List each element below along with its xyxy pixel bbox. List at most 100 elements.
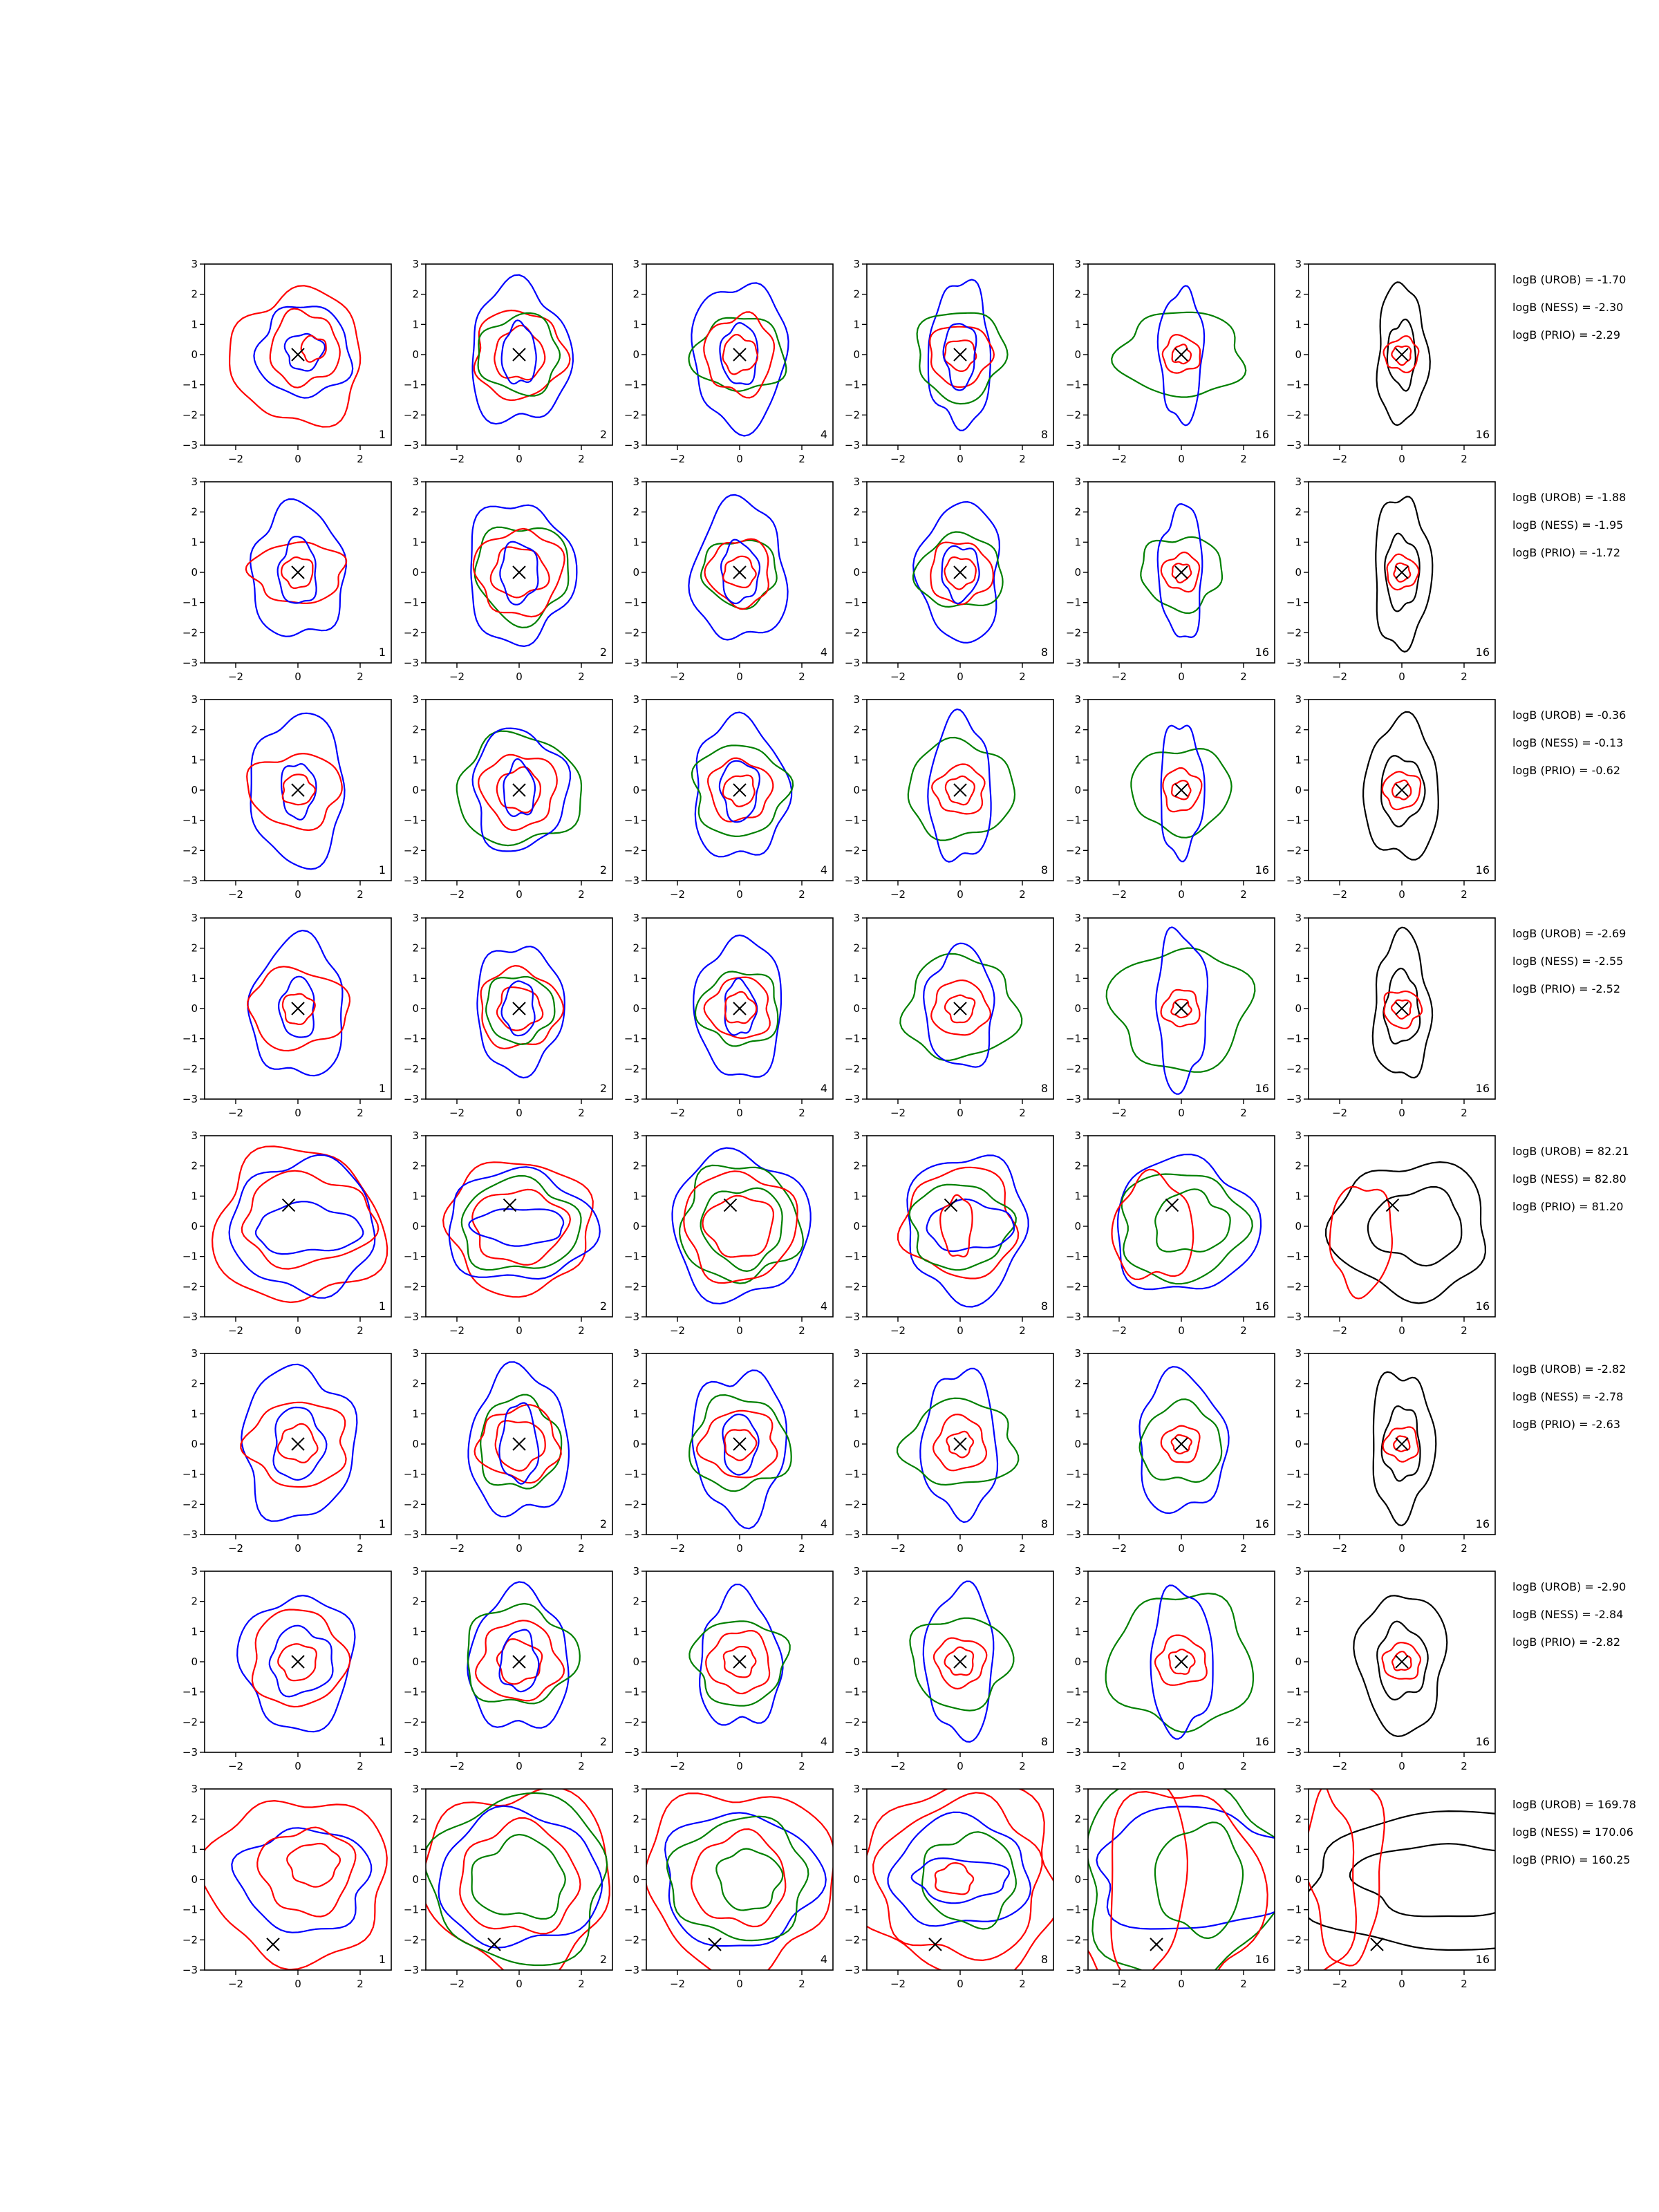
y-tick-label: 2 bbox=[632, 1595, 639, 1608]
y-tick-label: −2 bbox=[1286, 409, 1302, 421]
x-tick-label: −2 bbox=[670, 888, 685, 901]
y-tick-label: −1 bbox=[1066, 1904, 1081, 1916]
y-tick-label: −1 bbox=[624, 814, 639, 827]
contour-group bbox=[1088, 1789, 1275, 1970]
y-tick-label: 0 bbox=[412, 566, 419, 579]
y-tick-label: 0 bbox=[191, 1002, 198, 1015]
x-tick-label: −2 bbox=[1112, 1978, 1127, 1990]
contour-blue bbox=[1155, 926, 1209, 1095]
logb-stat: logB (UROB) = -1.88 bbox=[1512, 491, 1626, 504]
true-value-marker bbox=[1174, 1002, 1188, 1015]
y-tick-label: 2 bbox=[1074, 1160, 1081, 1172]
y-tick-label: 0 bbox=[1295, 784, 1302, 796]
y-tick-label: −3 bbox=[1066, 439, 1081, 451]
contour-green bbox=[1111, 311, 1247, 398]
y-tick-label: −3 bbox=[1286, 657, 1302, 669]
x-tick-label: 0 bbox=[1178, 1107, 1185, 1119]
logb-stat: logB (UROB) = -2.82 bbox=[1512, 1362, 1626, 1376]
panel-r2-c2: 3 2 1 0 −1 −2 −3 −2 0 2 2 bbox=[404, 476, 613, 683]
y-tick-label: 2 bbox=[632, 724, 639, 736]
y-tick-label: 1 bbox=[191, 318, 198, 330]
x-tick-label: 2 bbox=[578, 1324, 585, 1337]
true-value-marker bbox=[1395, 348, 1409, 362]
contour-red bbox=[277, 1643, 317, 1682]
y-tick-label: 2 bbox=[191, 506, 198, 518]
contour-group bbox=[1111, 285, 1247, 427]
y-tick-label: −3 bbox=[404, 1528, 419, 1541]
contour-red bbox=[932, 1637, 988, 1690]
panel-r1-c3: 3 2 1 0 −1 −2 −3 −2 0 2 4 bbox=[624, 258, 834, 465]
contour-blue bbox=[910, 1857, 1010, 1904]
contour-group bbox=[1372, 1371, 1437, 1526]
logb-stat: logB (PRIO) = 160.25 bbox=[1512, 1853, 1631, 1866]
contour-red bbox=[1393, 562, 1412, 583]
contour-red bbox=[1170, 1434, 1192, 1454]
x-tick-label: 2 bbox=[357, 1542, 364, 1555]
y-tick-label: 1 bbox=[853, 1625, 860, 1638]
y-tick-label: −2 bbox=[404, 1280, 419, 1293]
true-value-marker bbox=[723, 1198, 738, 1212]
y-tick-label: 3 bbox=[632, 693, 639, 706]
x-tick-label: 0 bbox=[294, 671, 301, 683]
y-tick-label: 2 bbox=[853, 724, 860, 736]
panel-r3-c3: 3 2 1 0 −1 −2 −3 −2 0 2 4 bbox=[624, 693, 834, 901]
contour-red bbox=[897, 1166, 1020, 1280]
contour-red bbox=[932, 1414, 987, 1472]
panel-count-label: 16 bbox=[1476, 1082, 1490, 1095]
contour-red bbox=[946, 1430, 975, 1459]
y-tick-label: 2 bbox=[1074, 506, 1081, 518]
contour-green bbox=[679, 1164, 804, 1284]
y-tick-label: −3 bbox=[624, 874, 639, 887]
y-tick-label: 3 bbox=[1074, 912, 1081, 924]
contour-group bbox=[476, 946, 565, 1079]
y-tick-label: 0 bbox=[1295, 1656, 1302, 1668]
contour-group bbox=[247, 930, 351, 1077]
panel-count-label: 16 bbox=[1476, 1300, 1490, 1313]
panel-count-label: 8 bbox=[1041, 1300, 1048, 1313]
panel-count-label: 16 bbox=[1476, 646, 1490, 659]
true-value-marker bbox=[1370, 1938, 1384, 1951]
panel-r7-c4: 3 2 1 0 −1 −2 −3 −2 0 2 8 bbox=[845, 1565, 1054, 1772]
x-tick-label: −2 bbox=[228, 671, 243, 683]
y-tick-label: 0 bbox=[632, 1438, 639, 1450]
contour-red bbox=[931, 763, 986, 815]
true-value-marker bbox=[291, 565, 305, 579]
y-tick-label: −3 bbox=[1286, 1311, 1302, 1323]
y-tick-label: −2 bbox=[845, 1498, 860, 1510]
y-tick-label: 2 bbox=[1074, 1378, 1081, 1390]
y-tick-label: −3 bbox=[1066, 657, 1081, 669]
contour-red bbox=[496, 986, 544, 1031]
y-tick-label: −2 bbox=[1066, 1498, 1081, 1510]
x-tick-label: 0 bbox=[516, 1107, 523, 1119]
x-tick-label: 0 bbox=[736, 671, 743, 683]
contour-red bbox=[1391, 1651, 1412, 1671]
stats-row-7: logB (UROB) = -2.90 logB (NESS) = -2.84 lo… bbox=[1512, 1580, 1626, 1649]
contour-blue bbox=[718, 760, 760, 823]
x-tick-label: −2 bbox=[1332, 1978, 1347, 1990]
true-value-marker bbox=[1395, 1655, 1409, 1669]
contour-red bbox=[1162, 767, 1203, 813]
contour-blue bbox=[254, 1201, 364, 1255]
y-tick-label: 3 bbox=[191, 912, 198, 924]
y-tick-label: −1 bbox=[182, 1468, 198, 1481]
x-tick-label: −2 bbox=[1112, 1324, 1127, 1337]
y-tick-label: 1 bbox=[1074, 1843, 1081, 1855]
x-tick-label: 0 bbox=[1178, 453, 1185, 465]
y-tick-label: 0 bbox=[412, 1656, 419, 1668]
true-value-marker bbox=[928, 1938, 942, 1951]
contour-red bbox=[442, 1161, 594, 1298]
contour-group bbox=[912, 501, 1004, 644]
y-tick-label: 2 bbox=[1295, 1813, 1302, 1826]
y-tick-label: 0 bbox=[191, 1438, 198, 1450]
panel-r8-c3: 3 2 1 0 −1 −2 −3 −2 0 2 4 bbox=[624, 1783, 834, 1990]
y-tick-label: −2 bbox=[182, 1716, 198, 1728]
panel-r8-c2: 3 2 1 0 −1 −2 −3 −2 0 2 2 bbox=[404, 1783, 613, 1990]
contour-black bbox=[1376, 1620, 1429, 1700]
contour-green bbox=[1121, 1173, 1253, 1285]
y-tick-label: −1 bbox=[1066, 1468, 1081, 1481]
x-tick-label: −2 bbox=[228, 1107, 243, 1119]
y-tick-label: 0 bbox=[632, 1656, 639, 1668]
panel-r5-c1: 3 2 1 0 −1 −2 −3 −2 0 2 1 bbox=[182, 1130, 392, 1337]
